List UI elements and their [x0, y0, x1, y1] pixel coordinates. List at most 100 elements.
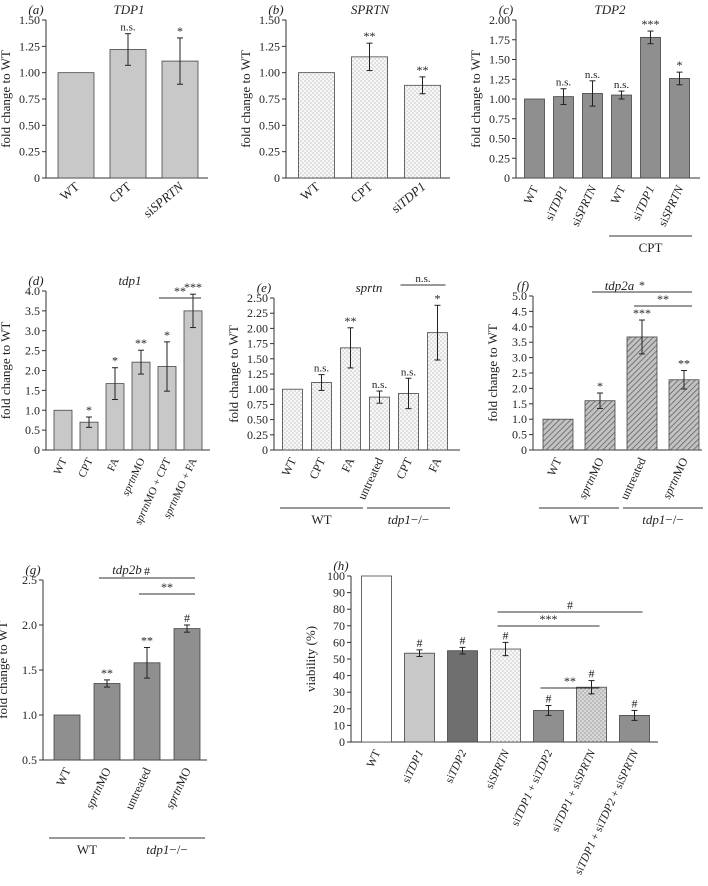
bar	[131, 361, 151, 451]
panel-label: (h)	[333, 558, 348, 573]
x-tick-label: siTDP1	[388, 179, 428, 216]
bar	[282, 388, 303, 451]
x-tick-label: sprtnMO	[162, 765, 193, 811]
y-tick-label: 2.00	[489, 13, 510, 27]
panel-label: (g)	[25, 562, 40, 577]
x-tick-label: siTDP1	[629, 183, 657, 222]
y-tick-label: 1.5	[25, 383, 40, 397]
significance-label: n.s.	[614, 79, 630, 91]
panel-label: (a)	[28, 2, 43, 17]
chart-panel-g: 0.5 1.0 1.5 2.0 2.5 fold change to WT (g) tdp2b…	[0, 562, 207, 857]
y-tick-label: 90	[333, 586, 345, 600]
y-tick-label: 0.25	[19, 145, 40, 159]
y-tick-label: 1.50	[259, 13, 280, 27]
panel-label: (d)	[28, 273, 43, 288]
significance-label: #	[503, 628, 509, 642]
y-tick-label: 1.25	[247, 367, 268, 381]
panel-label: (f)	[517, 278, 529, 293]
x-tick-label: siTDP1 + siSPRTN	[550, 747, 599, 834]
y-tick-label: 1.00	[19, 66, 40, 80]
y-tick-label: 2.00	[247, 321, 268, 335]
y-tick-label: 3.5	[512, 335, 527, 349]
y-tick-label: 1.25	[19, 39, 40, 53]
significance-label: **	[135, 336, 147, 350]
bracket-label: **	[161, 580, 173, 594]
y-tick-label: 1.5	[512, 397, 527, 411]
significance-label: ***	[184, 280, 202, 294]
bar	[542, 418, 574, 451]
bar	[57, 72, 95, 179]
significance-label: ***	[642, 17, 660, 31]
x-tick-label: siSPRTN	[655, 182, 686, 228]
x-tick-label: siTDP2	[443, 748, 469, 785]
y-tick-label: 1.5	[22, 663, 37, 677]
significance-label: ***	[633, 306, 651, 320]
y-tick-label: 1.00	[247, 382, 268, 396]
y-tick-label: 0.50	[19, 118, 40, 132]
chart-title: tdp2a	[605, 278, 635, 293]
y-tick-label: 20	[333, 702, 345, 716]
chart-title: TDP1	[113, 2, 144, 17]
y-tick-label: 1.25	[489, 72, 510, 86]
bracket-label: #	[144, 564, 150, 578]
y-tick-label: 0.50	[247, 413, 268, 427]
y-axis-label: fold change to WT	[0, 50, 13, 148]
panel-label: (e)	[257, 280, 271, 295]
x-tick-label: siSPRTN	[140, 178, 187, 221]
bracket-label: n.s.	[415, 273, 431, 285]
y-tick-label: 0	[274, 171, 280, 185]
significance-label: n.s.	[401, 366, 417, 378]
y-tick-label: 0.5	[25, 423, 40, 437]
y-tick-label: 1.50	[489, 53, 510, 67]
x-tick-label: FA	[425, 455, 444, 474]
y-tick-label: 100	[327, 569, 345, 583]
bar	[447, 650, 478, 743]
y-tick-label: 2.5	[25, 344, 40, 358]
significance-label: #	[546, 691, 552, 705]
chart-title: TDP2	[594, 2, 626, 17]
chart-panel-b: 0 0.25 0.50 0.75 1.00 1.25 1.50 fold change to …	[238, 2, 450, 216]
y-tick-label: 0.5	[22, 753, 37, 767]
y-tick-label: 1.00	[489, 92, 510, 106]
chart-panel-f: 00.5 1.01.5 2.02.53.0 3.54.0 4.55.0 fold chan…	[485, 278, 703, 527]
bar	[524, 98, 545, 179]
y-tick-label: 2.50	[247, 291, 268, 305]
y-axis-label: fold change to WT	[226, 325, 241, 423]
bar	[611, 94, 632, 179]
chart-panel-d: 0 0.5 1.0 1.5 2.0 2.5 3.0 3.5 4.0 fold change to …	[0, 273, 210, 527]
y-tick-label: 0.75	[489, 112, 510, 126]
y-tick-label: 0	[521, 443, 527, 457]
y-tick-label: 3.0	[512, 351, 527, 365]
significance-label: #	[632, 696, 638, 710]
y-tick-label: 1.75	[247, 337, 268, 351]
y-tick-label: 0	[339, 735, 345, 749]
y-tick-label: 0.25	[489, 151, 510, 165]
x-tick-label: untreated	[617, 455, 649, 501]
bar	[404, 652, 435, 743]
significance-label: **	[364, 29, 376, 43]
y-axis-label: fold change to WT	[485, 324, 500, 422]
y-tick-label: 1.25	[259, 39, 280, 53]
chart-panel-c: 0 0.25 0.50 0.75 1.00 1.25 1.50 1.75 2.00 fold ch…	[468, 2, 700, 255]
x-tick-label: sprtnMO	[82, 765, 113, 811]
chart-panel-a: 0 0.25 0.50 0.75 1.00 1.25 1.50 fold change to …	[0, 2, 208, 220]
bracket-label: *	[639, 278, 645, 292]
significance-label: *	[112, 354, 118, 368]
bar	[183, 310, 203, 451]
significance-label: **	[141, 634, 153, 648]
group-label: tdp1−/−	[388, 512, 429, 527]
y-tick-label: 2.0	[512, 381, 527, 395]
x-tick-label: CPT	[348, 179, 376, 206]
bar	[584, 400, 616, 451]
y-tick-label: 1.0	[22, 708, 37, 722]
y-tick-label: 80	[333, 602, 345, 616]
significance-label: n.s.	[120, 22, 136, 34]
chart-title: tdp1	[118, 273, 141, 288]
y-tick-label: 0	[34, 171, 40, 185]
chart-title: tdp2b	[112, 562, 142, 577]
y-tick-label: 0.75	[19, 92, 40, 106]
significance-label: n.s.	[556, 77, 572, 89]
x-tick-label: untreated	[122, 765, 154, 811]
bar	[576, 686, 607, 743]
